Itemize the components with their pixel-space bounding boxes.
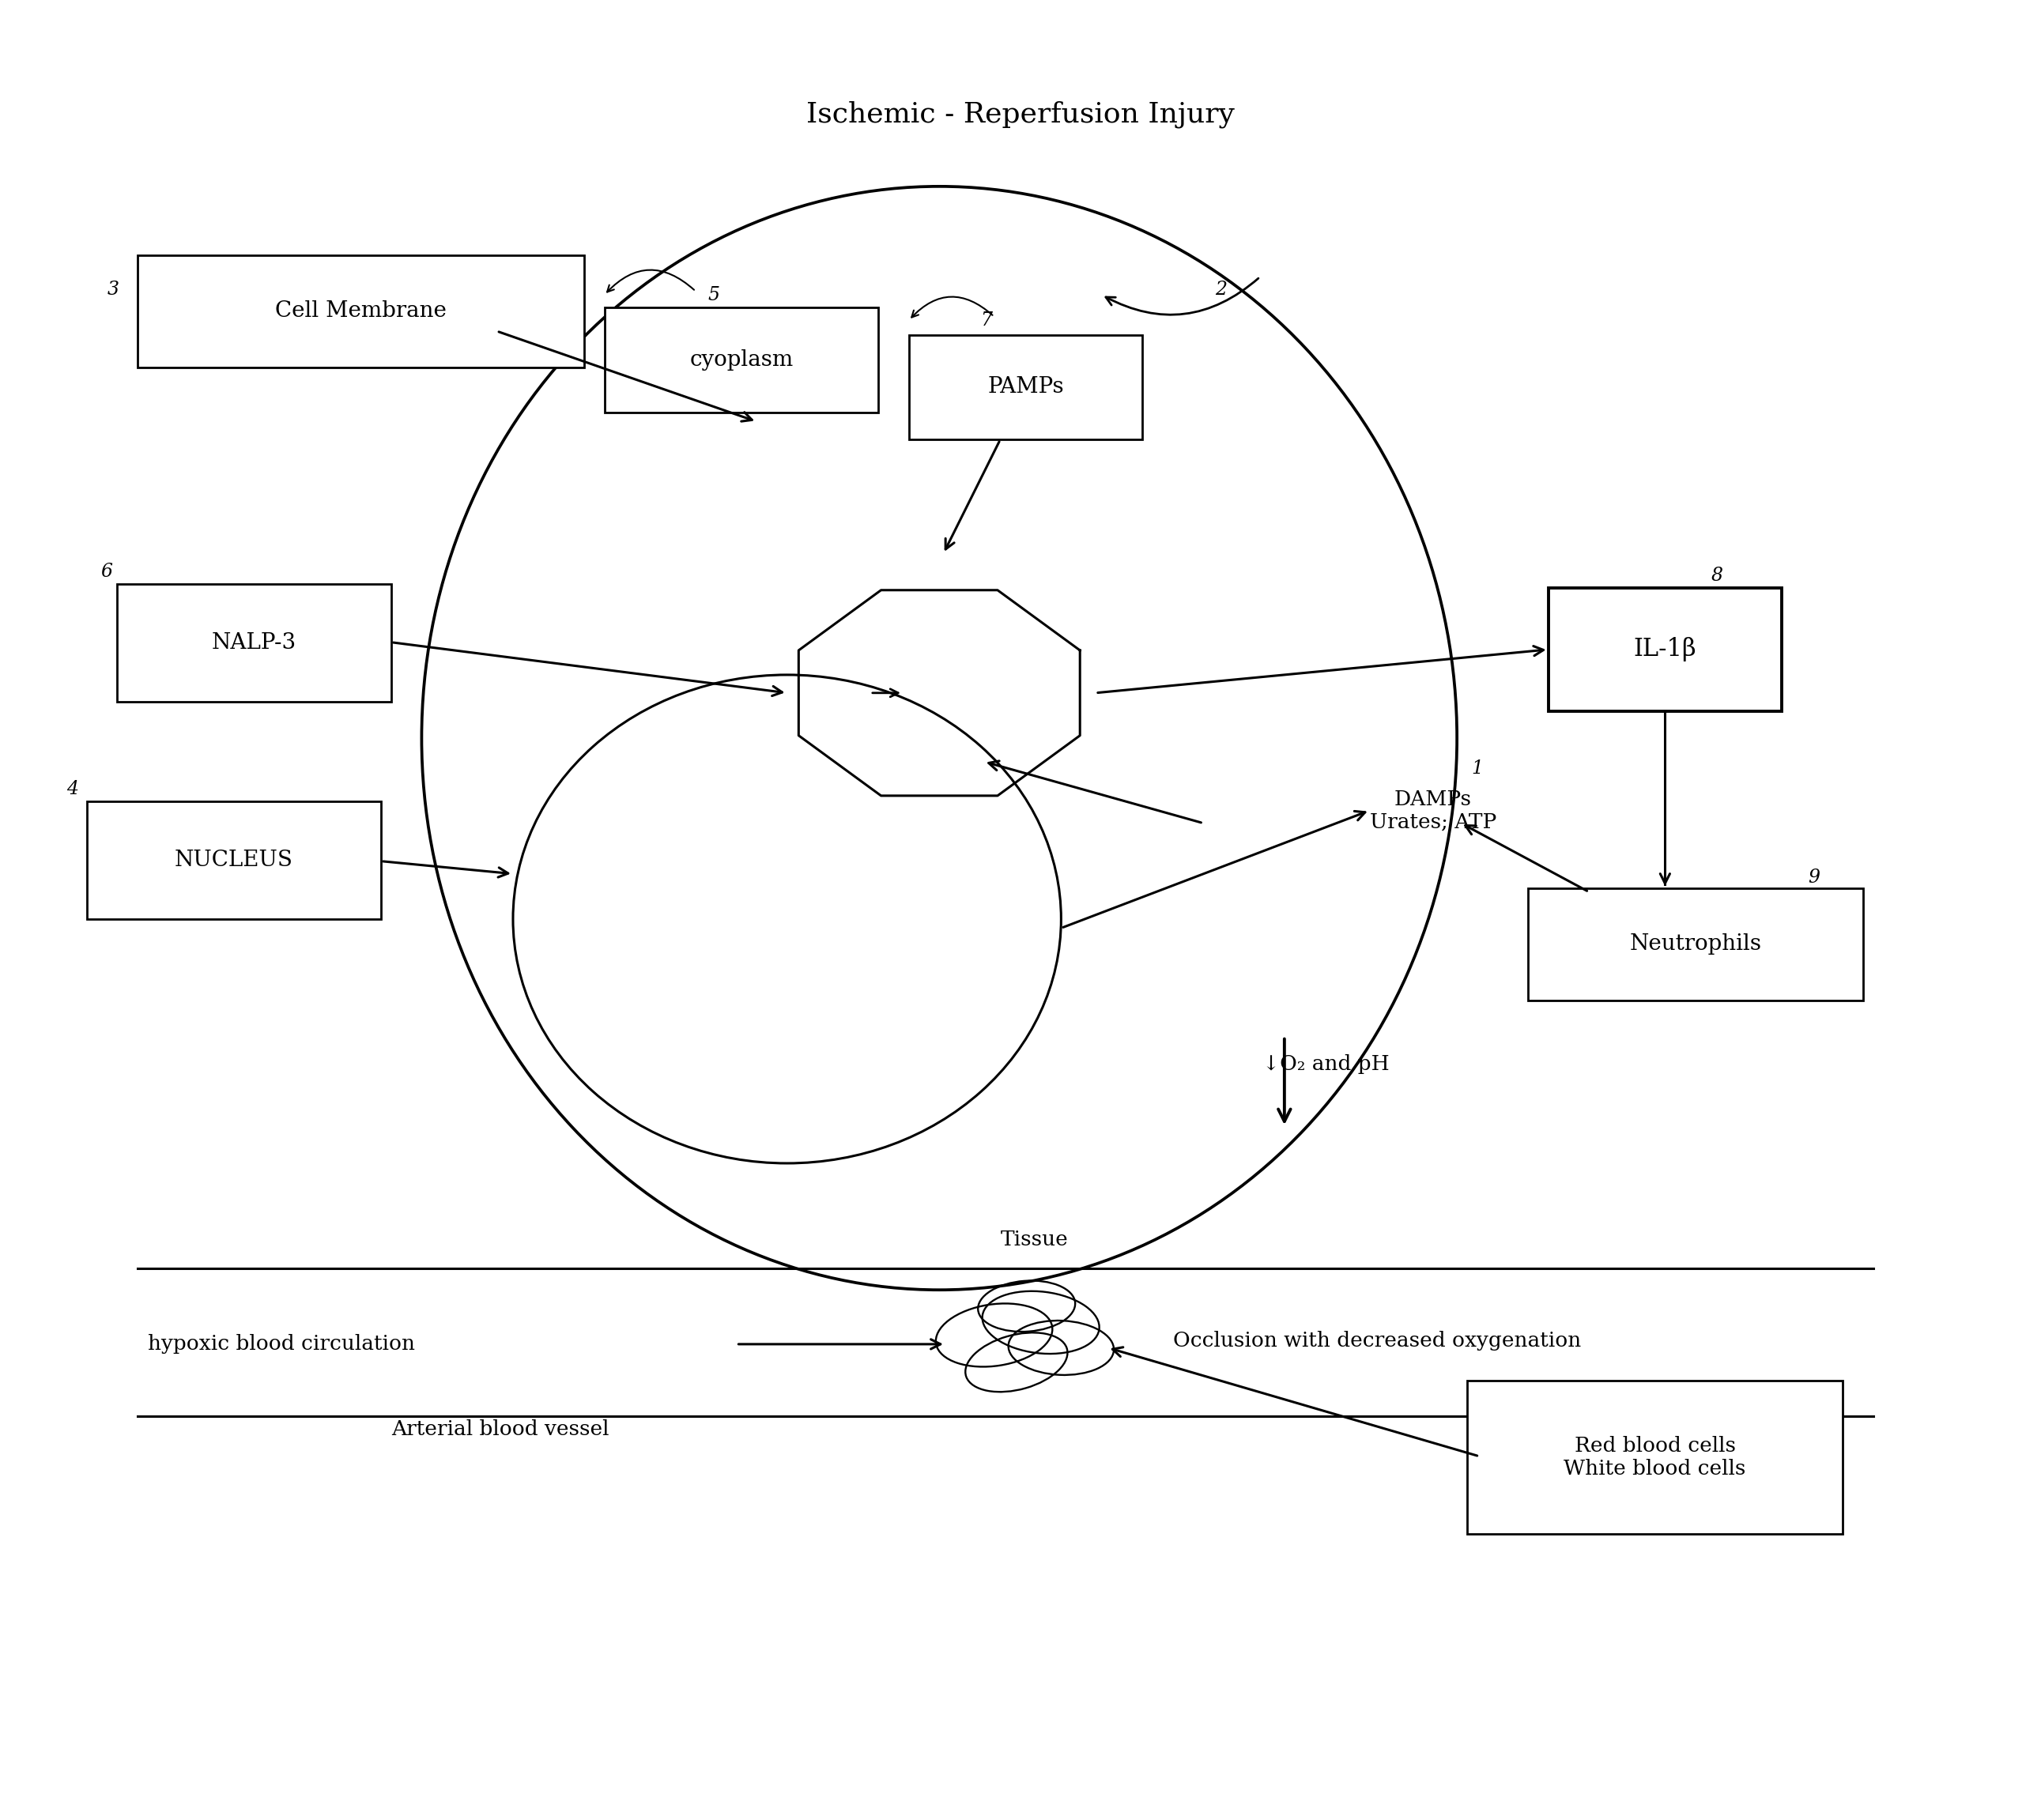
Text: ↓O₂ and pH: ↓O₂ and pH: [1261, 1054, 1390, 1074]
FancyBboxPatch shape: [116, 584, 392, 703]
Text: 7: 7: [980, 311, 992, 329]
FancyBboxPatch shape: [908, 335, 1143, 440]
Text: NALP-3: NALP-3: [212, 633, 296, 653]
Text: 2: 2: [1214, 280, 1227, 298]
Text: 4: 4: [67, 779, 78, 797]
Text: hypoxic blood circulation: hypoxic blood circulation: [147, 1334, 414, 1354]
FancyBboxPatch shape: [1467, 1380, 1843, 1534]
Text: PAMPs: PAMPs: [988, 377, 1063, 399]
Text: Neutrophils: Neutrophils: [1629, 934, 1761, 956]
FancyBboxPatch shape: [604, 308, 878, 413]
Text: Tissue: Tissue: [1000, 1228, 1067, 1249]
Text: Occlusion with decreased oxygenation: Occlusion with decreased oxygenation: [1174, 1330, 1582, 1350]
Text: Ischemic - Reperfusion Injury: Ischemic - Reperfusion Injury: [806, 100, 1235, 127]
Text: cyoplasm: cyoplasm: [690, 349, 794, 371]
Text: IL-1β: IL-1β: [1633, 637, 1696, 662]
Text: 5: 5: [708, 286, 720, 304]
Text: Red blood cells
White blood cells: Red blood cells White blood cells: [1563, 1436, 1745, 1478]
FancyBboxPatch shape: [1549, 588, 1782, 712]
Text: 8: 8: [1710, 566, 1723, 584]
Text: 3: 3: [106, 280, 118, 298]
Text: 1: 1: [1472, 759, 1484, 777]
Text: 9: 9: [1808, 868, 1821, 886]
Text: 6: 6: [100, 562, 112, 581]
FancyBboxPatch shape: [137, 255, 584, 368]
Text: DAMPs
Urates; ATP: DAMPs Urates; ATP: [1370, 790, 1496, 832]
FancyBboxPatch shape: [1529, 888, 1863, 1001]
Text: Cell Membrane: Cell Membrane: [276, 300, 447, 322]
Text: Arterial blood vessel: Arterial blood vessel: [392, 1420, 608, 1440]
FancyBboxPatch shape: [86, 801, 382, 919]
Text: NUCLEUS: NUCLEUS: [176, 850, 294, 872]
